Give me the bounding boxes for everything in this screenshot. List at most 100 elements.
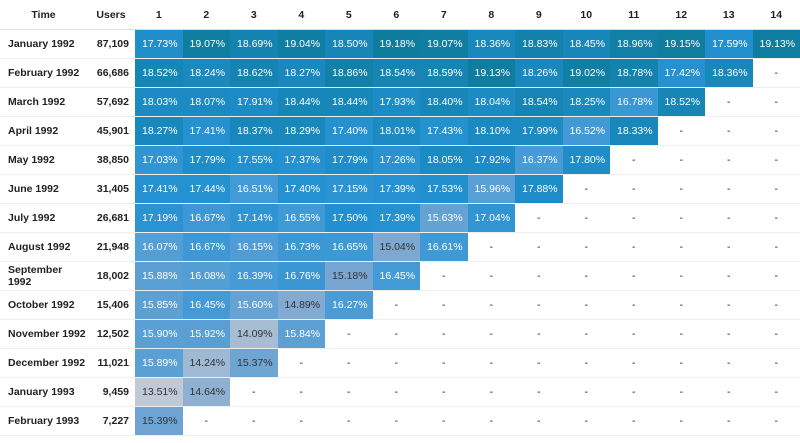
- retention-cell: 17.73%: [135, 29, 183, 59]
- cohort-label: February 1993: [0, 406, 87, 436]
- retention-cell: 18.03%: [135, 87, 183, 117]
- retention-cell: 17.41%: [182, 116, 230, 146]
- table-row: December 1992 11,021 15.89% 14.24% 15.37% - - -…: [0, 348, 800, 378]
- retention-cell: 19.18%: [372, 29, 420, 59]
- empty-cell: -: [657, 348, 705, 378]
- empty-cell: -: [705, 87, 753, 117]
- empty-cell: -: [515, 319, 563, 349]
- retention-cell: 15.63%: [420, 203, 468, 233]
- retention-cell: 17.15%: [325, 174, 373, 204]
- header-row: Time Users 1 2 3 4 5 6 7 8 9 10 11 12 13 14: [0, 0, 800, 30]
- table-row: April 1992 45,901 18.27% 17.41% 18.37% 18.29%…: [0, 116, 800, 146]
- retention-cell: 15.04%: [372, 232, 420, 262]
- empty-cell: -: [230, 406, 278, 436]
- empty-cell: -: [372, 290, 420, 320]
- retention-cell: 17.37%: [277, 145, 325, 175]
- retention-cell: 18.59%: [420, 58, 468, 88]
- retention-cell: 18.36%: [467, 29, 515, 59]
- empty-cell: -: [467, 232, 515, 262]
- retention-cell: 16.07%: [135, 232, 183, 262]
- column-header: 8: [467, 0, 515, 30]
- cohort-label: January 1992: [0, 29, 87, 59]
- empty-cell: -: [372, 319, 420, 349]
- retention-cell: 16.37%: [515, 145, 563, 175]
- table-row: August 1992 21,948 16.07% 16.67% 16.15% 16.73…: [0, 232, 800, 262]
- retention-cell: 16.15%: [230, 232, 278, 262]
- retention-cell: 17.40%: [277, 174, 325, 204]
- empty-cell: -: [705, 319, 753, 349]
- retention-cell: 19.07%: [182, 29, 230, 59]
- retention-cell: 18.52%: [657, 87, 705, 117]
- user-count: 38,850: [87, 145, 135, 175]
- retention-cell: 15.37%: [230, 348, 278, 378]
- column-header: 4: [277, 0, 325, 30]
- empty-cell: -: [420, 406, 468, 436]
- empty-cell: -: [610, 261, 658, 291]
- user-count: 12,502: [87, 319, 135, 349]
- column-header: 9: [515, 0, 563, 30]
- user-count: 9,459: [87, 377, 135, 407]
- retention-cell: 16.55%: [277, 203, 325, 233]
- retention-cell: 18.27%: [277, 58, 325, 88]
- empty-cell: -: [657, 261, 705, 291]
- empty-cell: -: [562, 232, 610, 262]
- empty-cell: -: [467, 348, 515, 378]
- empty-cell: -: [752, 232, 800, 262]
- table-row: June 1992 31,405 17.41% 17.44% 16.51% 17.40% 1…: [0, 174, 800, 204]
- empty-cell: -: [277, 348, 325, 378]
- empty-cell: -: [562, 203, 610, 233]
- retention-cell: 15.39%: [135, 406, 183, 436]
- empty-cell: -: [705, 261, 753, 291]
- table-row: November 1992 12,502 15.90% 15.92% 14.09% 15.…: [0, 319, 800, 349]
- cohort-label: December 1992: [0, 348, 87, 378]
- retention-cell: 18.86%: [325, 58, 373, 88]
- retention-cell: 18.45%: [562, 29, 610, 59]
- empty-cell: -: [705, 232, 753, 262]
- table-row: May 1992 38,850 17.03% 17.79% 17.55% 17.37% 17…: [0, 145, 800, 175]
- empty-cell: -: [277, 377, 325, 407]
- empty-cell: -: [610, 145, 658, 175]
- column-header: 3: [230, 0, 278, 30]
- empty-cell: -: [610, 377, 658, 407]
- retention-cell: 18.54%: [372, 58, 420, 88]
- empty-cell: -: [657, 290, 705, 320]
- empty-cell: -: [562, 348, 610, 378]
- empty-cell: -: [325, 319, 373, 349]
- column-header: 12: [657, 0, 705, 30]
- retention-cell: 17.42%: [657, 58, 705, 88]
- retention-cell: 18.44%: [277, 87, 325, 117]
- retention-cell: 15.85%: [135, 290, 183, 320]
- retention-cell: 17.79%: [325, 145, 373, 175]
- retention-cell: 17.44%: [182, 174, 230, 204]
- retention-cell: 15.84%: [277, 319, 325, 349]
- empty-cell: -: [372, 406, 420, 436]
- retention-cell: 18.36%: [705, 58, 753, 88]
- retention-cell: 14.64%: [182, 377, 230, 407]
- cohort-label: July 1992: [0, 203, 87, 233]
- retention-cell: 17.88%: [515, 174, 563, 204]
- empty-cell: -: [325, 348, 373, 378]
- retention-cell: 19.04%: [277, 29, 325, 59]
- empty-cell: -: [752, 290, 800, 320]
- retention-cell: 19.02%: [562, 58, 610, 88]
- retention-cell: 18.29%: [277, 116, 325, 146]
- empty-cell: -: [562, 261, 610, 291]
- retention-cell: 17.39%: [372, 174, 420, 204]
- retention-cell: 18.52%: [135, 58, 183, 88]
- retention-cell: 17.91%: [230, 87, 278, 117]
- empty-cell: -: [705, 406, 753, 436]
- cohort-label: September 1992: [0, 261, 87, 291]
- retention-cell: 17.50%: [325, 203, 373, 233]
- empty-cell: -: [610, 290, 658, 320]
- table-row: October 1992 15,406 15.85% 16.45% 15.60% 14.8…: [0, 290, 800, 320]
- retention-cell: 19.13%: [752, 29, 800, 59]
- retention-cell: 17.40%: [325, 116, 373, 146]
- user-count: 26,681: [87, 203, 135, 233]
- retention-cell: 16.65%: [325, 232, 373, 262]
- retention-cell: 16.39%: [230, 261, 278, 291]
- table-row: January 1992 87,109 17.73% 19.07% 18.69% 19.0…: [0, 29, 800, 59]
- retention-cell: 17.80%: [562, 145, 610, 175]
- retention-cell: 19.13%: [467, 58, 515, 88]
- empty-cell: -: [752, 87, 800, 117]
